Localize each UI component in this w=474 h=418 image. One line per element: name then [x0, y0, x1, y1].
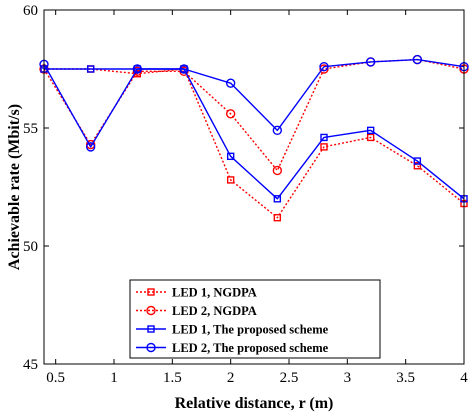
series-line-4 — [43, 58, 465, 148]
data-point-s3-2 — [86, 65, 95, 73]
data-point-s4-5 — [225, 78, 236, 88]
legend-marker-3 — [147, 325, 155, 333]
data-point-s3-6 — [273, 195, 282, 203]
plot-border — [43, 9, 465, 365]
legend-label-2: LED 2, NGDPA — [172, 304, 257, 318]
data-point-s4-4 — [179, 64, 189, 74]
data-point-s4-7 — [319, 61, 329, 72]
legend-label-4: LED 2, The proposed scheme — [172, 341, 329, 355]
x-tick-label-2: 1 — [110, 370, 118, 386]
legend-marker-2 — [146, 305, 156, 316]
data-point-s2-6 — [272, 165, 283, 176]
axis-ticks: 0.5 1 1.5 2 2.5 3 3.5 4 45 50 55 60 — [23, 3, 468, 386]
legend-marker-4 — [146, 342, 156, 353]
data-point-s1-7 — [320, 143, 328, 151]
y-tick-label-2: 50 — [23, 239, 38, 255]
series-layer — [39, 54, 469, 222]
legend-marker-1 — [147, 288, 155, 296]
legend-label-3: LED 1, The proposed scheme — [172, 323, 329, 337]
y-axis-label: Achievable rate (Mbit/s) — [6, 104, 23, 270]
series-line-3 — [44, 68, 465, 200]
legend-box — [129, 279, 381, 359]
x-tick-label-7: 3.5 — [396, 370, 415, 386]
x-tick-label-3: 1.5 — [163, 370, 182, 386]
data-point-s1-8 — [366, 133, 375, 142]
legend-label-1: LED 1, NGDPA — [172, 286, 257, 300]
legend: LED 1, NGDPA LED 2, NGDPA LED 1, The propo… — [129, 279, 381, 359]
data-point-s3-5 — [226, 152, 235, 161]
data-point-s1-6 — [273, 213, 282, 222]
series-line-2 — [43, 58, 465, 172]
series-led-2-ngdpa — [39, 54, 469, 176]
data-point-s3-9 — [413, 157, 422, 165]
data-point-s2-5 — [225, 109, 236, 119]
data-point-s4-9 — [412, 54, 423, 65]
data-point-s3-8 — [366, 126, 375, 135]
x-tick-label-6: 3 — [344, 370, 352, 386]
x-tick-label-5: 2.5 — [280, 370, 299, 386]
plot-frame — [43, 9, 465, 365]
data-point-s3-7 — [320, 133, 328, 142]
data-point-s4-2 — [85, 142, 96, 152]
x-tick-label-8: 4 — [460, 370, 468, 386]
x-tick-label-4: 2 — [227, 370, 235, 386]
x-tick-label-1: 0.5 — [46, 370, 65, 386]
data-point-s4-8 — [365, 57, 376, 67]
data-point-s4-3 — [132, 64, 143, 74]
series-led-1-ngdpa — [40, 65, 468, 222]
y-tick-label-1: 45 — [23, 357, 38, 373]
data-point-s1-5 — [226, 176, 235, 184]
data-point-s1-9 — [413, 162, 422, 170]
series-line-1 — [44, 68, 465, 219]
series-led-1-the-proposed-scheme — [40, 65, 468, 203]
data-point-s4-6 — [272, 125, 283, 136]
y-tick-label-4: 60 — [23, 3, 38, 19]
y-tick-label-3: 55 — [23, 121, 38, 137]
x-axis-label: Relative distance, r (m) — [175, 395, 334, 412]
